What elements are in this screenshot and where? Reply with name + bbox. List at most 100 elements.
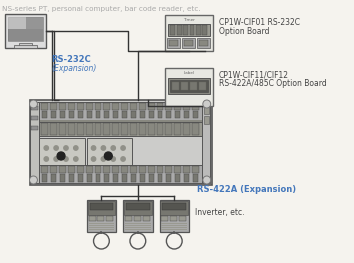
Circle shape — [91, 168, 96, 172]
Bar — [41, 166, 48, 173]
Bar — [165, 68, 213, 106]
Bar — [175, 111, 180, 118]
Bar — [50, 103, 57, 110]
Bar — [87, 138, 132, 181]
Bar — [51, 111, 56, 118]
Bar — [169, 78, 210, 94]
Bar — [86, 123, 92, 135]
Bar — [179, 216, 186, 221]
Bar — [50, 166, 57, 173]
Bar — [189, 25, 194, 35]
Text: NS-series PT, personal computer, bar code reader, etc.: NS-series PT, personal computer, bar cod… — [2, 6, 201, 12]
Bar — [78, 174, 83, 182]
Bar — [121, 166, 128, 173]
Bar — [130, 123, 137, 135]
Bar — [148, 166, 155, 173]
Circle shape — [44, 157, 48, 161]
Bar — [202, 25, 207, 35]
Bar — [204, 106, 209, 114]
Text: CP1W-CIF11/CIF12: CP1W-CIF11/CIF12 — [218, 70, 289, 79]
Bar — [41, 123, 48, 135]
Text: Inverter, etc.: Inverter, etc. — [195, 208, 245, 217]
Circle shape — [203, 100, 211, 108]
Circle shape — [64, 157, 68, 161]
Circle shape — [121, 168, 125, 172]
Bar — [88, 227, 114, 228]
Bar — [130, 166, 137, 173]
Bar — [139, 166, 146, 173]
Bar — [121, 103, 128, 110]
Bar — [199, 82, 206, 90]
Bar — [160, 200, 189, 232]
Bar — [97, 216, 104, 221]
Bar — [68, 123, 75, 135]
Bar — [199, 40, 208, 46]
Bar — [170, 25, 175, 35]
Bar — [95, 166, 101, 173]
Bar — [103, 103, 110, 110]
Bar — [125, 227, 151, 228]
Bar — [77, 103, 84, 110]
Bar — [130, 103, 137, 110]
Bar — [42, 174, 47, 182]
Bar — [156, 166, 164, 173]
Bar — [192, 123, 199, 135]
Circle shape — [104, 152, 112, 160]
Bar — [184, 40, 193, 46]
Bar — [29, 102, 39, 183]
Bar — [5, 14, 46, 48]
Bar — [193, 174, 198, 182]
Bar — [77, 166, 84, 173]
Bar — [183, 123, 190, 135]
Bar — [161, 229, 187, 230]
Bar — [39, 122, 202, 136]
Text: RS-232C: RS-232C — [51, 55, 91, 64]
Bar — [165, 103, 172, 110]
Bar — [181, 82, 188, 90]
Bar — [77, 123, 84, 135]
Bar — [25, 17, 43, 29]
Bar — [31, 126, 38, 130]
Bar — [59, 123, 66, 135]
Bar — [88, 216, 96, 221]
Bar — [39, 165, 202, 183]
Bar — [177, 25, 182, 35]
Circle shape — [54, 157, 58, 161]
Bar — [88, 229, 114, 230]
Bar — [39, 102, 202, 120]
Circle shape — [111, 157, 115, 161]
Bar — [166, 174, 171, 182]
Bar — [113, 111, 118, 118]
Bar — [14, 45, 38, 48]
Bar — [78, 111, 83, 118]
Bar — [86, 103, 92, 110]
Bar — [192, 166, 199, 173]
Bar — [140, 174, 145, 182]
Bar — [41, 103, 48, 110]
Bar — [148, 123, 155, 135]
Circle shape — [54, 146, 58, 150]
Bar — [90, 203, 113, 210]
Bar — [95, 123, 101, 135]
Text: RS-422A (Expansion): RS-422A (Expansion) — [197, 185, 296, 194]
Bar — [31, 116, 38, 120]
Bar — [131, 174, 136, 182]
Circle shape — [44, 146, 48, 150]
Bar — [42, 111, 47, 118]
Bar — [170, 216, 177, 221]
Bar — [160, 201, 188, 215]
Bar — [143, 216, 150, 221]
Text: Timer: Timer — [183, 18, 195, 22]
Circle shape — [121, 146, 125, 150]
Bar — [88, 223, 114, 224]
Bar — [124, 201, 152, 215]
Bar — [88, 225, 114, 226]
Bar — [161, 216, 169, 221]
Bar — [51, 174, 56, 182]
Bar — [149, 111, 154, 118]
Text: Label: Label — [183, 71, 195, 75]
Bar — [193, 111, 198, 118]
Bar — [174, 123, 181, 135]
Bar — [8, 17, 25, 29]
Bar — [69, 174, 74, 182]
